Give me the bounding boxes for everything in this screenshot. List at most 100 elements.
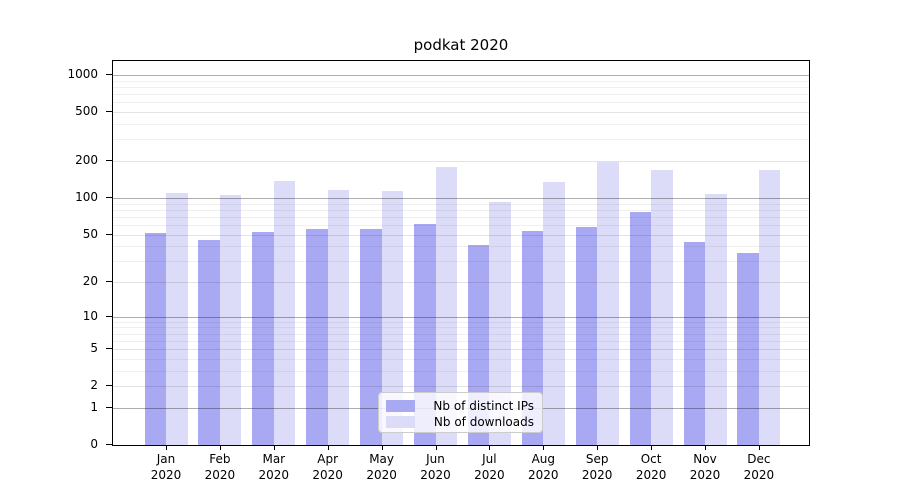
- y-tick-label: 50: [82, 226, 98, 241]
- gridline: [113, 234, 809, 236]
- bar-downloads: [597, 162, 619, 445]
- gridline: [113, 124, 809, 125]
- x-tick-label: Feb 2020: [204, 452, 236, 482]
- x-tick-mark: [219, 445, 221, 450]
- gridline: [113, 224, 809, 226]
- x-tick-mark: [273, 445, 275, 450]
- x-tick-label: Mar 2020: [258, 452, 290, 482]
- x-tick-mark: [327, 445, 329, 450]
- gridline: [113, 197, 809, 199]
- bar-downloads: [381, 190, 404, 445]
- legend-swatch-downloads: [386, 416, 415, 428]
- gridline: [113, 102, 809, 104]
- y-tick-mark: [106, 160, 112, 161]
- grid-layer: [113, 61, 809, 445]
- y-tick-label: 200: [75, 153, 98, 167]
- bar-distinct-ips: [629, 212, 652, 445]
- y-tick-mark: [106, 444, 112, 445]
- gridline: [113, 386, 809, 388]
- x-tick-mark: [166, 445, 167, 450]
- y-tick-label: 0: [90, 437, 98, 451]
- y-tick-label: 100: [75, 189, 98, 204]
- gridline: [113, 112, 809, 114]
- bar-distinct-ips: [360, 229, 382, 445]
- y-tick-mark: [106, 233, 112, 235]
- gridline: [113, 246, 809, 248]
- bar-downloads: [327, 190, 350, 445]
- gridline: [113, 75, 809, 76]
- chart-title: podkat 2020: [413, 36, 509, 54]
- gridline: [113, 203, 809, 205]
- gridline: [113, 333, 809, 335]
- gridline: [113, 321, 809, 323]
- bar-downloads: [651, 170, 673, 445]
- gridline: [113, 87, 809, 88]
- y-tick-mark: [106, 406, 112, 408]
- y-tick-label: 2: [90, 378, 98, 393]
- x-tick-mark: [435, 445, 437, 450]
- x-tick-label: Oct 2020: [635, 452, 667, 482]
- x-tick-mark: [489, 445, 491, 450]
- gridline: [113, 216, 809, 218]
- bar-distinct-ips: [198, 240, 220, 445]
- bar-downloads: [758, 169, 781, 445]
- gridline: [113, 327, 809, 329]
- y-tick-mark: [106, 385, 112, 387]
- bar-distinct-ips: [575, 226, 598, 445]
- x-tick-mark: [543, 445, 545, 450]
- bar-distinct-ips: [252, 232, 274, 445]
- gridline: [113, 349, 809, 351]
- bar-downloads: [489, 202, 511, 445]
- x-tick-label: Jan 2020: [150, 452, 182, 482]
- bar-distinct-ips: [414, 224, 436, 445]
- y-tick-mark: [106, 74, 112, 75]
- bar-downloads: [543, 181, 565, 445]
- bar-downloads: [435, 166, 457, 445]
- legend-label-distinct-ips: Nb of distinct IPs: [433, 399, 534, 413]
- gridline: [113, 94, 809, 96]
- plot-area: [112, 60, 810, 446]
- y-tick-label: 5: [90, 341, 98, 356]
- x-tick-mark: [381, 445, 383, 450]
- y-tick-label: 20: [82, 274, 98, 288]
- x-tick-mark: [651, 445, 653, 450]
- gridline: [113, 316, 809, 318]
- bar-distinct-ips: [683, 242, 705, 445]
- bar-distinct-ips: [521, 231, 544, 445]
- gridline: [113, 370, 809, 372]
- y-tick-mark: [106, 281, 112, 282]
- x-tick-mark: [705, 445, 706, 450]
- gridline: [113, 161, 809, 162]
- x-tick-label: Nov 2020: [689, 452, 721, 482]
- y-tick-mark: [106, 196, 112, 198]
- gridline: [113, 358, 809, 360]
- bar-distinct-ips: [306, 229, 328, 445]
- bar-distinct-ips: [144, 233, 166, 445]
- legend-item-distinct-ips: Nb of distinct IPs: [386, 398, 534, 414]
- x-tick-label: Jul 2020: [474, 452, 505, 482]
- bar-downloads: [219, 195, 242, 445]
- x-tick-label: Dec 2020: [743, 452, 775, 482]
- legend: Nb of distinct IPs Nb of downloads: [378, 392, 543, 433]
- y-tick-label: 1: [90, 399, 98, 414]
- x-tick-label: Sep 2020: [581, 452, 613, 482]
- bar-downloads: [166, 192, 188, 445]
- x-tick-label: Aug 2020: [528, 452, 559, 482]
- x-tick-mark: [758, 445, 760, 450]
- x-tick-label: May 2020: [366, 452, 397, 482]
- y-tick-mark: [106, 348, 112, 350]
- gridline: [113, 139, 809, 141]
- gridline: [113, 209, 809, 211]
- y-tick-mark: [106, 315, 112, 317]
- gridline: [113, 261, 809, 263]
- bar-downloads: [705, 193, 727, 445]
- y-tick-label: 10: [82, 308, 98, 323]
- y-tick-label: 500: [75, 104, 98, 119]
- y-tick-label: 1000: [67, 67, 98, 81]
- y-tick-mark: [106, 111, 112, 113]
- gridline: [113, 340, 809, 342]
- legend-swatch-distinct-ips: [386, 400, 415, 412]
- x-tick-label: Apr 2020: [312, 452, 343, 482]
- legend-label-downloads: Nb of downloads: [433, 415, 534, 429]
